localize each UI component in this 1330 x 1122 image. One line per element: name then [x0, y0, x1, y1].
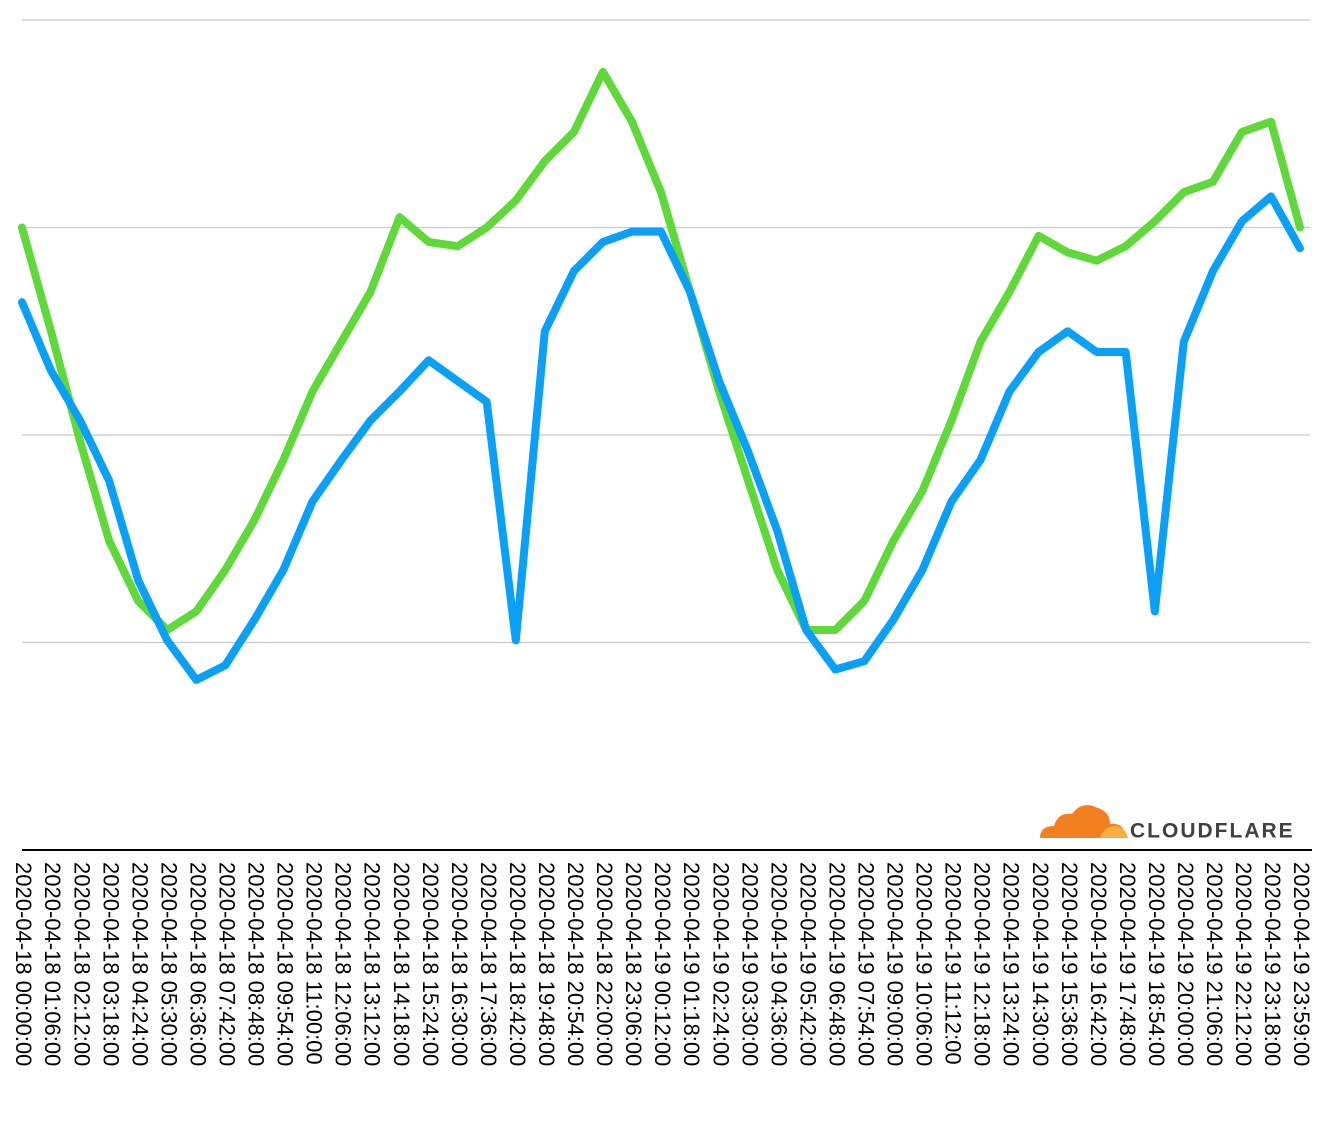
- x-tick-label: 2020-04-18 11:00:00: [302, 862, 327, 1065]
- x-tick-label: 2020-04-18 17:36:00: [476, 862, 501, 1066]
- x-tick-label: 2020-04-19 23:18:00: [1260, 862, 1285, 1066]
- x-tick-label: 2020-04-18 05:30:00: [156, 862, 181, 1066]
- x-tick-label: 2020-04-19 10:06:00: [912, 862, 937, 1066]
- x-tick-label: 2020-04-19 15:36:00: [1057, 862, 1082, 1066]
- x-tick-label: 2020-04-18 23:06:00: [621, 862, 646, 1066]
- x-tick-label: 2020-04-19 13:24:00: [999, 862, 1024, 1066]
- x-tick-label: 2020-04-18 14:18:00: [389, 862, 414, 1066]
- x-tick-label: 2020-04-19 07:54:00: [854, 862, 879, 1066]
- x-tick-label: 2020-04-19 03:30:00: [737, 862, 762, 1066]
- x-tick-label: 2020-04-18 19:48:00: [534, 862, 559, 1066]
- logo-text: CLOUDFLARE: [1130, 820, 1295, 843]
- x-tick-label: 2020-04-19 02:24:00: [708, 862, 733, 1066]
- x-tick-label: 2020-04-18 12:06:00: [331, 862, 356, 1066]
- x-tick-label: 2020-04-18 00:00:00: [11, 862, 36, 1066]
- x-tick-label: 2020-04-19 04:36:00: [766, 862, 791, 1066]
- x-tick-label: 2020-04-19 20:00:00: [1173, 862, 1198, 1066]
- x-tick-label: 2020-04-19 09:00:00: [883, 862, 908, 1066]
- x-tick-label: 2020-04-18 07:42:00: [215, 862, 240, 1066]
- x-tick-label: 2020-04-18 03:18:00: [98, 862, 123, 1066]
- x-tick-label: 2020-04-19 12:18:00: [970, 862, 995, 1066]
- x-tick-label: 2020-04-18 01:06:00: [40, 862, 65, 1066]
- x-tick-label: 2020-04-18 18:42:00: [505, 862, 530, 1066]
- x-tick-label: 2020-04-18 04:24:00: [127, 862, 152, 1066]
- series-line: [18, 67, 1304, 634]
- x-tick-label: 2020-04-19 06:48:00: [824, 862, 849, 1066]
- x-tick-label: 2020-04-18 15:24:00: [418, 862, 443, 1066]
- x-tick-label: 2020-04-18 09:54:00: [273, 862, 298, 1066]
- x-tick-label: 2020-04-18 02:12:00: [69, 862, 94, 1066]
- x-tick-label: 2020-04-18 22:00:00: [592, 862, 617, 1066]
- x-tick-label: 2020-04-19 23:59:00: [1289, 862, 1314, 1066]
- x-tick-label: 2020-04-19 18:54:00: [1144, 862, 1169, 1066]
- x-tick-label: 2020-04-19 14:30:00: [1028, 862, 1053, 1066]
- x-tick-label: 2020-04-18 13:12:00: [360, 862, 385, 1066]
- x-tick-label: 2020-04-19 11:12:00: [941, 862, 966, 1065]
- x-tick-label: 2020-04-19 22:12:00: [1231, 862, 1256, 1066]
- x-tick-label: 2020-04-19 21:06:00: [1202, 862, 1227, 1066]
- cloudflare-logo: CLOUDFLARE: [1040, 805, 1295, 843]
- x-tick-label: 2020-04-18 06:36:00: [185, 862, 210, 1066]
- x-tick-label: 2020-04-19 01:18:00: [679, 862, 704, 1066]
- x-tick-label: 2020-04-19 17:48:00: [1115, 862, 1140, 1066]
- series-line: [18, 192, 1304, 684]
- x-tick-label: 2020-04-19 00:12:00: [650, 862, 675, 1066]
- x-tick-label: 2020-04-18 20:54:00: [563, 862, 588, 1066]
- x-tick-label: 2020-04-18 08:48:00: [244, 862, 269, 1066]
- x-tick-label: 2020-04-19 05:42:00: [795, 862, 820, 1066]
- x-tick-label: 2020-04-18 16:30:00: [447, 862, 472, 1066]
- x-tick-label: 2020-04-19 16:42:00: [1086, 862, 1111, 1066]
